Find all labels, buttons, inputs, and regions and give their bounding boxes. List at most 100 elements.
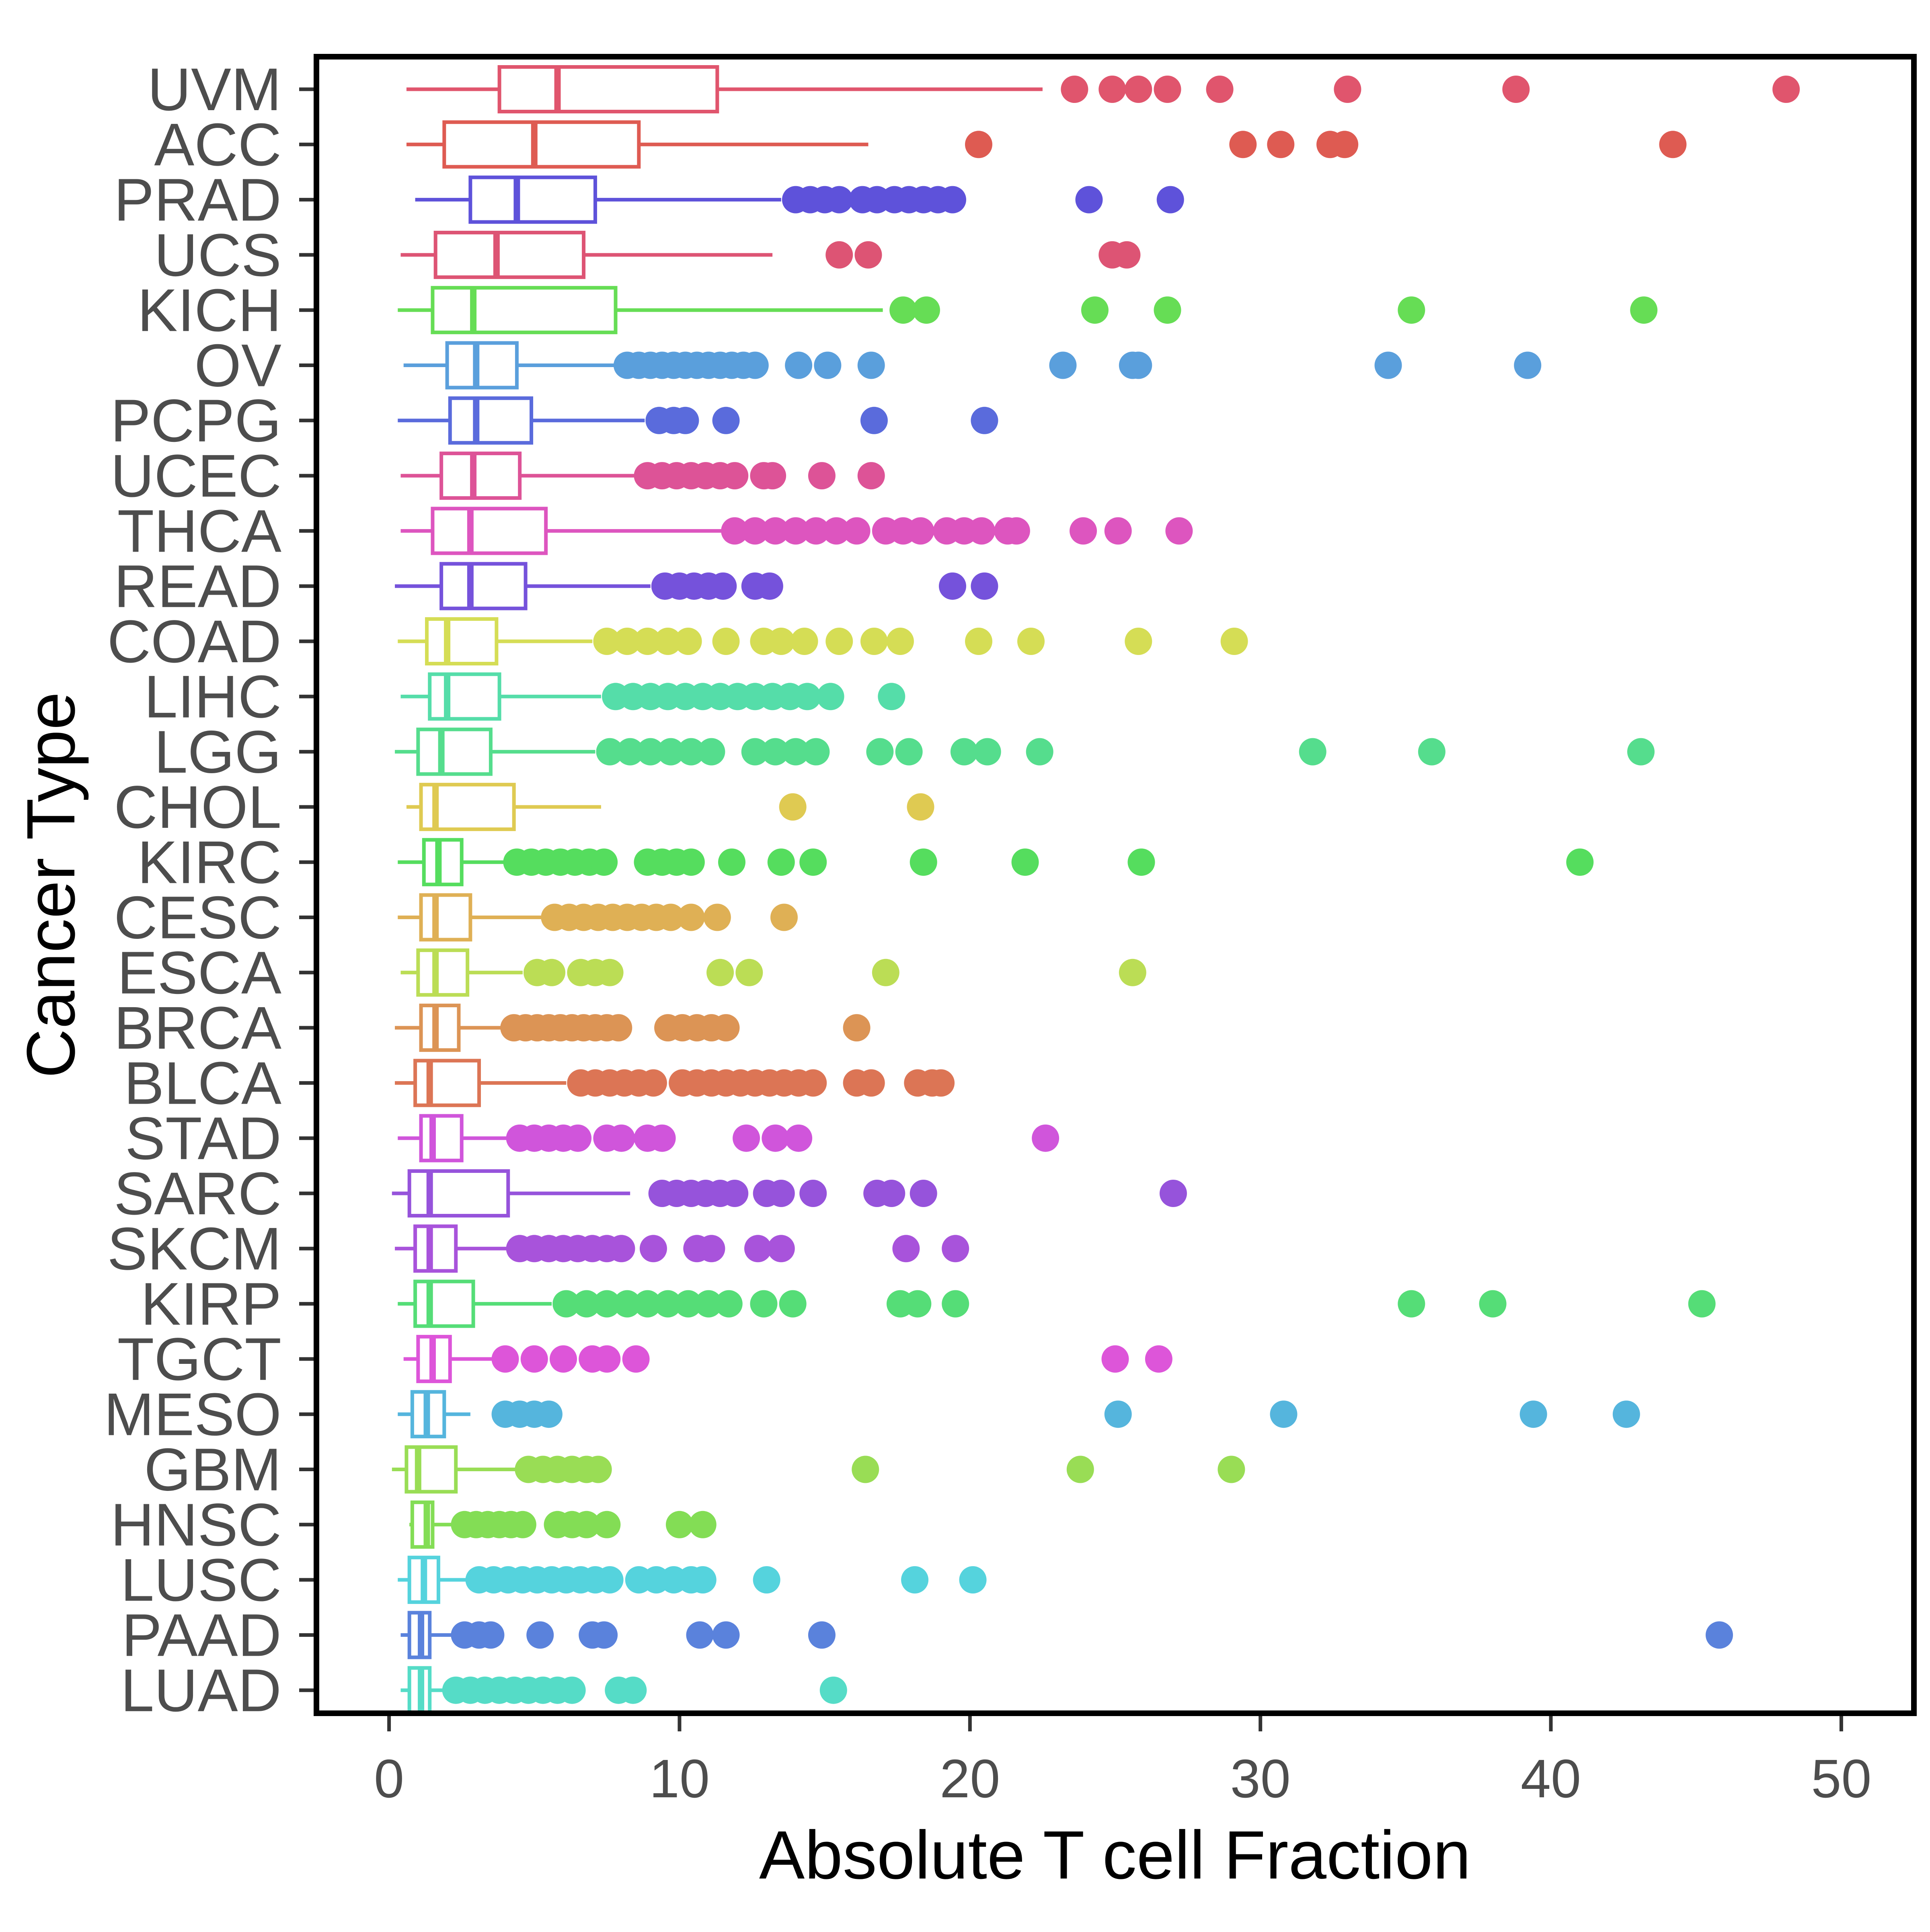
box — [419, 893, 472, 942]
box-series-sarc — [392, 1169, 1187, 1218]
outlier-point — [825, 241, 853, 269]
box-series-pcpg — [398, 396, 998, 445]
outlier-point — [942, 1290, 969, 1318]
outlier-point — [762, 517, 789, 545]
outlier-point — [608, 1235, 635, 1263]
outlier-point — [608, 1124, 635, 1152]
outlier-point — [1081, 296, 1109, 324]
outlier-point — [965, 628, 992, 655]
outlier-point — [1159, 1180, 1187, 1207]
outlier-point — [677, 738, 705, 766]
outlier-point — [759, 462, 786, 490]
outlier-point — [596, 959, 624, 986]
box — [413, 1279, 475, 1328]
outlier-point — [965, 131, 992, 158]
box-series-uvm — [406, 65, 1800, 113]
box-series-brca — [395, 1004, 871, 1052]
y-tick-label: PAAD — [122, 1601, 281, 1669]
outlier-point — [907, 517, 934, 545]
outlier-point — [1229, 131, 1257, 158]
y-tick-label: GBM — [144, 1436, 281, 1503]
outlier-point — [860, 407, 888, 434]
outlier-point — [593, 1290, 621, 1318]
outlier-point — [491, 1345, 519, 1373]
outlier-point — [1220, 628, 1248, 655]
outlier-point — [1101, 1345, 1129, 1373]
outlier-point — [767, 848, 795, 876]
y-tick-label: READ — [114, 552, 281, 620]
y-tick-label: UCS — [154, 221, 281, 289]
box — [419, 1004, 461, 1052]
outlier-point — [1032, 1124, 1059, 1152]
outlier-point — [802, 517, 830, 545]
outlier-point — [712, 1014, 740, 1042]
outlier-point — [927, 1069, 955, 1097]
y-tick-label: THCA — [117, 497, 281, 565]
y-tick-label: KIRP — [141, 1270, 281, 1338]
outlier-point — [1127, 848, 1155, 876]
outlier-point — [698, 738, 725, 766]
outlier-point — [590, 1621, 618, 1649]
outlier-point — [1398, 1290, 1425, 1318]
outlier-point — [552, 1290, 580, 1318]
outlier-point — [1145, 1345, 1172, 1373]
outlier-point — [938, 186, 966, 214]
outlier-point — [741, 517, 769, 545]
outlier-point — [1017, 628, 1045, 655]
outlier-point — [1418, 738, 1445, 766]
outlier-point — [636, 738, 664, 766]
outlier-point — [779, 793, 807, 821]
outlier-point — [677, 903, 705, 931]
outlier-point — [1026, 738, 1053, 766]
outlier-point — [1479, 1290, 1507, 1318]
outlier-point — [535, 1400, 563, 1428]
box-series-lusc — [398, 1556, 987, 1604]
outlier-point — [674, 1290, 702, 1318]
outlier-point — [1267, 131, 1295, 158]
outlier-point — [1104, 517, 1132, 545]
outlier-point — [1104, 1400, 1132, 1428]
box — [433, 230, 586, 279]
box — [497, 65, 719, 113]
box — [439, 562, 528, 610]
outlier-point — [971, 407, 998, 434]
outlier-point — [1119, 959, 1146, 986]
outlier-point — [852, 1456, 879, 1483]
outlier-point — [718, 848, 745, 876]
outlier-point — [767, 1235, 795, 1263]
outlier-point — [509, 1511, 536, 1538]
box — [422, 838, 464, 887]
box-series-skcm — [395, 1224, 969, 1273]
outlier-point — [1165, 517, 1193, 545]
outlier-point — [596, 1566, 624, 1594]
outlier-point — [593, 628, 621, 655]
y-tick-label: UVM — [148, 55, 281, 123]
outlier-point — [843, 517, 871, 545]
y-axis-title: Cancer Type — [13, 692, 89, 1078]
y-tick-label: OV — [194, 332, 281, 399]
box-series-prad — [415, 175, 1184, 224]
y-tick-label: COAD — [107, 608, 281, 675]
box-series-meso — [398, 1390, 1640, 1439]
outlier-point — [878, 683, 905, 710]
outlier-point — [538, 959, 566, 986]
box-series-gbm — [392, 1445, 1245, 1494]
outlier-point — [973, 738, 1001, 766]
outlier-point — [1398, 296, 1425, 324]
outlier-point — [712, 407, 740, 434]
outlier-point — [1075, 186, 1103, 214]
outlier-point — [520, 1345, 548, 1373]
outlier-point — [1049, 351, 1077, 379]
y-tick-label: CHOL — [114, 773, 281, 841]
outlier-point — [1002, 517, 1030, 545]
outlier-point — [1659, 131, 1687, 158]
outlier-point — [593, 1511, 621, 1538]
outlier-point — [1519, 1400, 1547, 1428]
outlier-point — [808, 462, 836, 490]
box-series-tgct — [403, 1335, 1172, 1383]
x-axis: 0 10 20 30 40 50 — [374, 1713, 1871, 1809]
outlier-point — [799, 1069, 827, 1097]
